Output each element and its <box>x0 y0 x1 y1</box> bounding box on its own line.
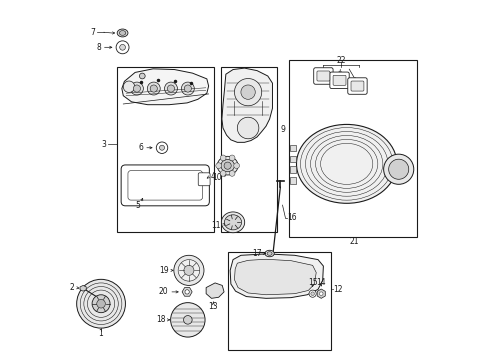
Text: 12: 12 <box>333 285 342 294</box>
Text: 19: 19 <box>159 266 168 275</box>
FancyBboxPatch shape <box>121 165 209 206</box>
FancyBboxPatch shape <box>198 173 210 186</box>
Circle shape <box>170 303 204 337</box>
Circle shape <box>229 155 235 161</box>
Polygon shape <box>206 283 224 298</box>
Circle shape <box>233 163 239 168</box>
Text: 18: 18 <box>156 315 165 324</box>
Text: 3: 3 <box>102 140 106 149</box>
FancyBboxPatch shape <box>350 81 363 91</box>
Circle shape <box>174 255 203 285</box>
Circle shape <box>133 85 140 92</box>
Circle shape <box>241 85 255 99</box>
Text: 17: 17 <box>252 249 261 258</box>
Circle shape <box>224 162 231 169</box>
FancyBboxPatch shape <box>332 75 346 85</box>
Text: 1: 1 <box>99 329 103 338</box>
Text: 4: 4 <box>210 172 215 181</box>
FancyBboxPatch shape <box>316 71 329 81</box>
Bar <box>290 145 295 151</box>
Text: 6: 6 <box>138 143 143 152</box>
Text: 21: 21 <box>348 237 358 246</box>
Text: 7: 7 <box>91 28 96 37</box>
Circle shape <box>120 44 125 50</box>
Circle shape <box>97 300 105 308</box>
Polygon shape <box>230 254 323 298</box>
Circle shape <box>319 292 323 296</box>
Circle shape <box>237 117 258 139</box>
Bar <box>228 252 330 350</box>
Text: 20: 20 <box>159 287 168 296</box>
Bar <box>289 60 416 237</box>
Polygon shape <box>122 69 208 105</box>
Circle shape <box>77 279 125 328</box>
Text: 10: 10 <box>212 173 222 182</box>
Ellipse shape <box>117 29 128 37</box>
Text: 16: 16 <box>286 213 296 222</box>
FancyBboxPatch shape <box>347 78 366 94</box>
Text: 22: 22 <box>336 57 346 66</box>
Ellipse shape <box>224 215 241 230</box>
Circle shape <box>130 82 143 95</box>
Circle shape <box>116 41 129 54</box>
Ellipse shape <box>264 250 274 257</box>
Text: 11: 11 <box>211 221 221 230</box>
Circle shape <box>178 260 199 281</box>
Text: 2: 2 <box>70 283 74 292</box>
Text: 5: 5 <box>135 201 140 210</box>
Circle shape <box>220 155 225 161</box>
Bar <box>290 166 295 173</box>
FancyBboxPatch shape <box>313 68 332 84</box>
Circle shape <box>220 171 225 176</box>
Ellipse shape <box>221 212 244 233</box>
Polygon shape <box>80 285 86 291</box>
Circle shape <box>164 82 177 95</box>
Text: 8: 8 <box>96 43 101 52</box>
Circle shape <box>156 142 167 153</box>
Text: 13: 13 <box>208 302 218 311</box>
Circle shape <box>184 85 191 92</box>
Circle shape <box>150 85 157 92</box>
Bar <box>290 156 295 162</box>
Circle shape <box>229 171 235 176</box>
Ellipse shape <box>296 125 396 203</box>
Circle shape <box>183 316 192 324</box>
Circle shape <box>181 82 194 95</box>
Circle shape <box>167 85 174 92</box>
Polygon shape <box>234 259 316 295</box>
Ellipse shape <box>119 31 125 35</box>
Ellipse shape <box>221 159 234 172</box>
Circle shape <box>184 290 189 294</box>
Circle shape <box>310 292 314 296</box>
Circle shape <box>92 295 110 313</box>
Bar <box>290 177 295 184</box>
Ellipse shape <box>266 252 271 255</box>
Circle shape <box>308 290 316 297</box>
Circle shape <box>183 265 194 275</box>
Text: 9: 9 <box>280 125 285 134</box>
Circle shape <box>215 163 221 168</box>
Circle shape <box>159 145 164 150</box>
Circle shape <box>383 154 413 184</box>
Circle shape <box>139 73 145 79</box>
Polygon shape <box>222 68 272 142</box>
FancyBboxPatch shape <box>329 72 348 89</box>
Circle shape <box>123 81 135 93</box>
Text: 14: 14 <box>316 278 325 287</box>
Bar <box>117 67 214 232</box>
Circle shape <box>388 159 408 179</box>
Text: 15: 15 <box>307 278 317 287</box>
Bar <box>221 67 276 232</box>
Ellipse shape <box>217 156 238 175</box>
Circle shape <box>147 82 160 95</box>
Circle shape <box>234 78 261 106</box>
